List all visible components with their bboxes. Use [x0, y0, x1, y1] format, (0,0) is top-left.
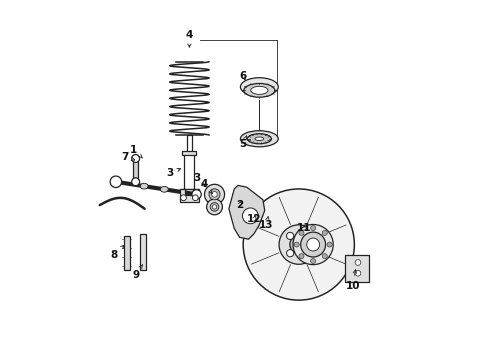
- Ellipse shape: [241, 78, 278, 96]
- Polygon shape: [179, 189, 199, 202]
- Polygon shape: [345, 255, 368, 282]
- Circle shape: [212, 192, 218, 197]
- Circle shape: [132, 178, 140, 186]
- Text: 2: 2: [236, 200, 243, 210]
- Text: 1: 1: [130, 144, 142, 158]
- Circle shape: [327, 242, 332, 247]
- Circle shape: [304, 249, 311, 257]
- Circle shape: [299, 254, 304, 259]
- Circle shape: [210, 203, 219, 211]
- Circle shape: [301, 232, 325, 257]
- Circle shape: [204, 184, 224, 204]
- Circle shape: [243, 189, 354, 300]
- Circle shape: [193, 195, 198, 201]
- Text: 6: 6: [240, 71, 247, 81]
- Circle shape: [307, 238, 319, 251]
- Ellipse shape: [160, 186, 168, 192]
- Ellipse shape: [251, 86, 268, 94]
- Circle shape: [355, 270, 361, 276]
- Circle shape: [311, 258, 316, 264]
- Circle shape: [212, 205, 217, 209]
- Circle shape: [279, 225, 318, 264]
- Circle shape: [287, 249, 294, 257]
- Bar: [124, 235, 129, 270]
- Text: 12: 12: [247, 215, 261, 224]
- Ellipse shape: [244, 84, 275, 97]
- Polygon shape: [229, 185, 265, 239]
- Bar: [180, 189, 198, 193]
- Circle shape: [322, 254, 327, 259]
- Circle shape: [322, 230, 327, 235]
- Circle shape: [293, 225, 333, 265]
- Circle shape: [355, 260, 361, 265]
- Ellipse shape: [140, 183, 148, 189]
- Text: 3: 3: [166, 168, 181, 178]
- Circle shape: [181, 195, 186, 201]
- Circle shape: [287, 232, 294, 239]
- Bar: [140, 234, 146, 270]
- Text: 4: 4: [200, 179, 212, 193]
- Ellipse shape: [255, 137, 264, 140]
- Text: 3: 3: [193, 173, 205, 186]
- Circle shape: [299, 230, 304, 235]
- Text: 11: 11: [297, 224, 312, 233]
- Bar: [184, 153, 195, 189]
- Bar: [133, 158, 138, 182]
- Text: 4: 4: [186, 30, 193, 47]
- Circle shape: [192, 190, 201, 199]
- Bar: [182, 150, 196, 155]
- Ellipse shape: [241, 131, 278, 147]
- Text: 10: 10: [345, 270, 360, 291]
- Text: 7: 7: [121, 152, 135, 162]
- Circle shape: [290, 235, 308, 253]
- Circle shape: [209, 189, 220, 200]
- Circle shape: [294, 242, 299, 247]
- Bar: [187, 135, 192, 153]
- Ellipse shape: [247, 134, 271, 144]
- Text: 9: 9: [132, 265, 143, 280]
- Circle shape: [311, 226, 316, 231]
- Text: 8: 8: [110, 246, 124, 260]
- Circle shape: [207, 199, 222, 215]
- Text: 5: 5: [240, 136, 247, 149]
- Text: 13: 13: [259, 217, 274, 230]
- Circle shape: [110, 176, 122, 188]
- Circle shape: [132, 154, 140, 162]
- Circle shape: [243, 208, 258, 224]
- Circle shape: [304, 232, 311, 239]
